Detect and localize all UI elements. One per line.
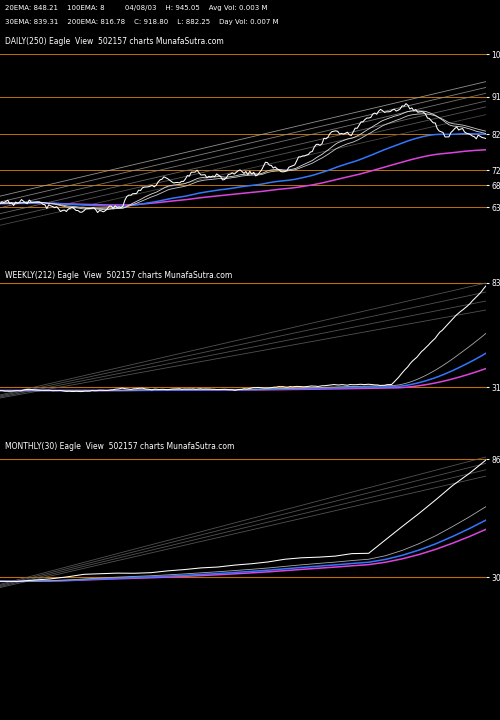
Text: 20EMA: 848.21    100EMA: 8         04/08/03    H: 945.05    Avg Vol: 0.003 M: 20EMA: 848.21 100EMA: 8 04/08/03 H: 945.…	[5, 5, 268, 12]
Text: MONTHLY(30) Eagle  View  502157 charts MunafaSutra.com: MONTHLY(30) Eagle View 502157 charts Mun…	[5, 441, 234, 451]
Text: WEEKLY(212) Eagle  View  502157 charts MunafaSutra.com: WEEKLY(212) Eagle View 502157 charts Mun…	[5, 271, 232, 280]
Text: DAILY(250) Eagle  View  502157 charts MunafaSutra.com: DAILY(250) Eagle View 502157 charts Muna…	[5, 37, 224, 46]
Text: 30EMA: 839.31    200EMA: 816.78    C: 918.80    L: 882.25    Day Vol: 0.007 M: 30EMA: 839.31 200EMA: 816.78 C: 918.80 L…	[5, 19, 278, 25]
